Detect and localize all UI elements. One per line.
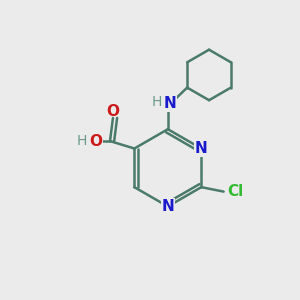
Text: N: N (195, 141, 208, 156)
Text: O: O (89, 134, 102, 148)
Text: O: O (106, 104, 119, 119)
Text: N: N (164, 96, 177, 111)
Text: Cl: Cl (227, 184, 243, 199)
Text: N: N (161, 199, 174, 214)
Text: H: H (77, 134, 87, 148)
Text: H: H (152, 94, 162, 109)
